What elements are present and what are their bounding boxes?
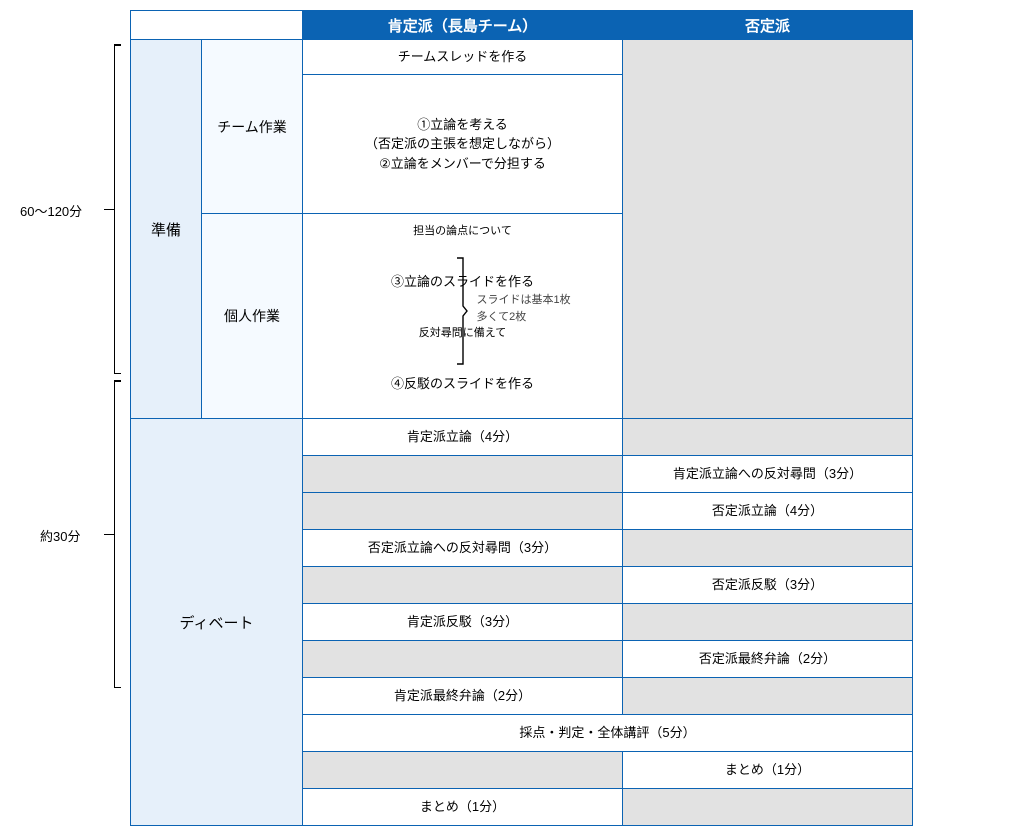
slide-note: スライドは基本1枚多くて2枚: [477, 292, 571, 325]
debate-cell-aff: まとめ（1分）: [303, 789, 623, 826]
cell-teamwork: ①立論を考える（否定派の主張を想定しながら）②立論をメンバーで分担する: [303, 75, 623, 214]
debate-cell-aff: [303, 752, 623, 789]
debate-cell-aff: 否定派立論への反対尋問（3分）: [303, 530, 623, 567]
time-prep-label: 60～120分: [20, 201, 82, 220]
debate-bracket: [114, 380, 121, 688]
row-team-thread: 準備 チーム作業 チームスレッドを作る: [131, 40, 913, 75]
debate-cell-neg: [623, 530, 913, 567]
prep-bracket: [114, 44, 121, 374]
header-row: 肯定派（長島チーム） 否定派: [131, 11, 913, 40]
diagram-root: 60～120分 約30分 肯定派（長島チーム） 否定派 準備 チーム作業 チーム…: [10, 10, 1014, 826]
debate-cell-neg: [623, 604, 913, 641]
debate-cell-neg: 否定派反駁（3分）: [623, 567, 913, 604]
header-negative: 否定派: [623, 11, 913, 40]
debate-cell-neg: 肯定派立論への反対尋問（3分）: [623, 456, 913, 493]
cell-indiv0: 担当の論点について: [303, 214, 623, 249]
debate-cell-aff: 肯定派立論（4分）: [303, 419, 623, 456]
time-axis: 60～120分 約30分: [10, 10, 130, 826]
cell-team-thread: チームスレッドを作る: [303, 40, 623, 75]
time-debate-label: 約30分: [40, 526, 80, 545]
debate-cell-aff: [303, 493, 623, 530]
schedule-table: 肯定派（長島チーム） 否定派 準備 チーム作業 チームスレッドを作る ①立論を考…: [130, 10, 913, 826]
tick-prep: [104, 209, 114, 210]
debate-cell-aff: [303, 567, 623, 604]
debate-cell-aff: [303, 641, 623, 678]
header-blank: [131, 11, 303, 40]
cell-neg-prep-blank: [623, 40, 913, 419]
sub-teamwork: チーム作業: [202, 40, 303, 214]
slide-bracket-icon: [455, 256, 469, 366]
debate-cell-neg: 否定派立論（4分）: [623, 493, 913, 530]
phase-debate: ディベート: [131, 419, 303, 826]
debate-cell-aff: 肯定派反駁（3分）: [303, 604, 623, 641]
debate-cell-neg: [623, 419, 913, 456]
tick-debate: [104, 534, 114, 535]
debate-cell-neg: まとめ（1分）: [623, 752, 913, 789]
debate-cell-aff: [303, 456, 623, 493]
sub-indiv: 個人作業: [202, 214, 303, 419]
debate-cell-neg: [623, 678, 913, 715]
debate-row: ディベート肯定派立論（4分）: [131, 419, 913, 456]
cell-indiv1: ③立論のスライドを作る スライドは基本1枚多くて2枚: [303, 248, 623, 316]
debate-cell-span: 採点・判定・全体講評（5分）: [303, 715, 913, 752]
debate-cell-neg: 否定派最終弁論（2分）: [623, 641, 913, 678]
debate-cell-neg: [623, 789, 913, 826]
debate-cell-aff: 肯定派最終弁論（2分）: [303, 678, 623, 715]
phase-prep: 準備: [131, 40, 202, 419]
header-affirmative: 肯定派（長島チーム）: [303, 11, 623, 40]
